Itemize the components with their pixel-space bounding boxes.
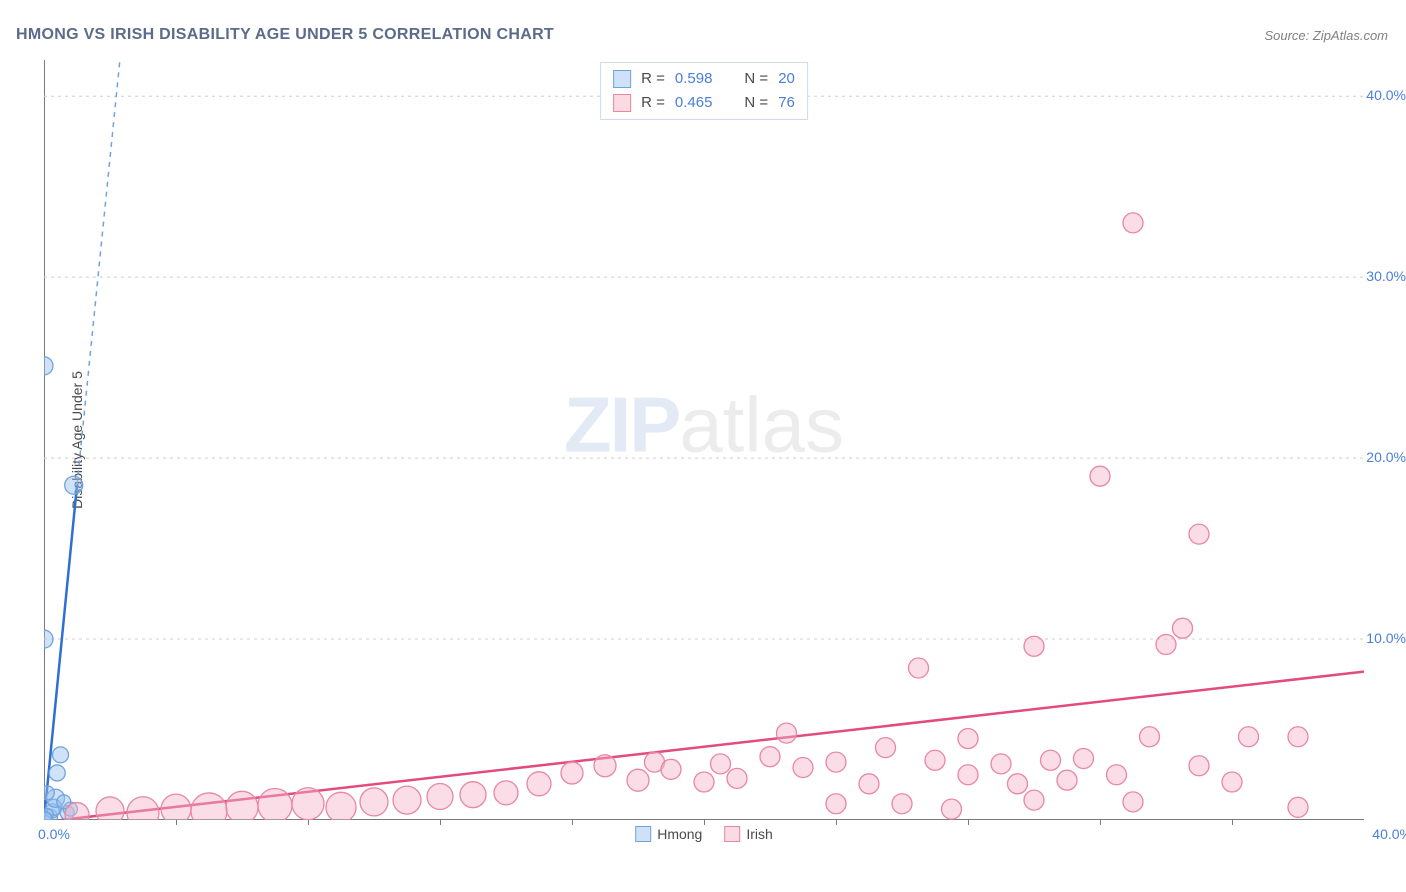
source-attribution: Source: ZipAtlas.com: [1264, 28, 1388, 43]
y-tick-label: 40.0%: [1366, 87, 1406, 103]
x-minor-tick: [572, 820, 573, 825]
legend-stats-box: R = 0.598 N = 20 R = 0.465 N = 76: [600, 62, 808, 120]
legend-item-irish: Irish: [724, 826, 772, 842]
x-minor-tick: [836, 820, 837, 825]
x-minor-tick: [176, 820, 177, 825]
chart-title: HMONG VS IRISH DISABILITY AGE UNDER 5 CO…: [16, 26, 554, 44]
x-minor-tick: [968, 820, 969, 825]
x-minor-tick: [704, 820, 705, 825]
legend-label-hmong: Hmong: [657, 826, 702, 842]
legend-series: Hmong Irish: [635, 826, 773, 842]
x-tick-label: 40.0%: [1372, 826, 1406, 842]
legend-n-label: N =: [744, 91, 768, 115]
legend-stats-row-irish: R = 0.465 N = 76: [613, 91, 795, 115]
y-tick-label: 20.0%: [1366, 449, 1406, 465]
legend-r-label: R =: [641, 67, 665, 91]
x-minor-tick: [440, 820, 441, 825]
x-minor-tick: [1232, 820, 1233, 825]
x-tick-label: 0.0%: [38, 826, 70, 842]
legend-swatch-hmong: [613, 70, 631, 88]
y-tick-label: 10.0%: [1366, 630, 1406, 646]
legend-item-hmong: Hmong: [635, 826, 702, 842]
x-minor-tick: [308, 820, 309, 825]
legend-r-value-hmong: 0.598: [675, 67, 713, 91]
legend-n-label: N =: [744, 67, 768, 91]
legend-n-value-hmong: 20: [778, 67, 795, 91]
y-tick-label: 30.0%: [1366, 268, 1406, 284]
legend-n-value-irish: 76: [778, 91, 795, 115]
scatter-plot: [44, 60, 1364, 820]
legend-label-irish: Irish: [746, 826, 772, 842]
legend-swatch-irish: [613, 94, 631, 112]
x-minor-tick: [1100, 820, 1101, 825]
legend-r-value-irish: 0.465: [675, 91, 713, 115]
legend-r-label: R =: [641, 91, 665, 115]
legend-swatch-irish: [724, 826, 740, 842]
legend-stats-row-hmong: R = 0.598 N = 20: [613, 67, 795, 91]
chart-plot-area: ZIPatlas R = 0.598 N = 20 R = 0.465 N = …: [44, 60, 1364, 820]
legend-swatch-hmong: [635, 826, 651, 842]
